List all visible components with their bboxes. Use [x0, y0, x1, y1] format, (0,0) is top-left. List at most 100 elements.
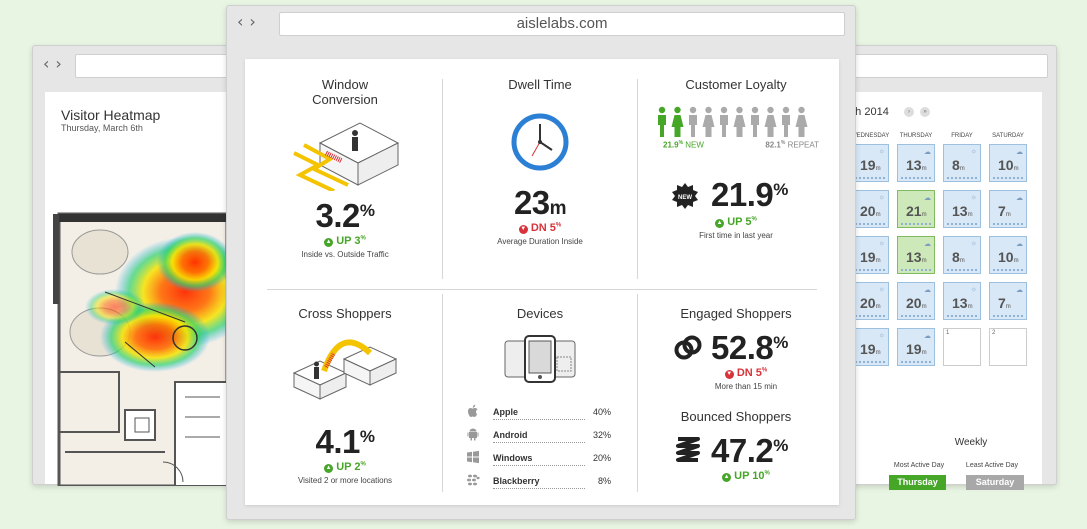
dashboard-content: Window Conversion 3.2% ▲ UP 3% Inside vs…: [245, 59, 839, 505]
day-value: 21m: [906, 203, 927, 219]
caret-down-icon: ▼: [724, 370, 734, 379]
blackberry-icon: [467, 474, 480, 486]
engaged-metric: 52.8%: [641, 329, 831, 367]
calendar-day-cell[interactable]: 19m ☁: [897, 328, 935, 366]
divider: [442, 79, 443, 279]
day-value-unit: m: [1005, 212, 1011, 218]
calendar-day-cell[interactable]: 2: [989, 328, 1027, 366]
clock-icon: [511, 113, 569, 171]
person-icon: [795, 106, 808, 137]
day-value: 7m: [998, 295, 1011, 311]
conversion-caption: Inside vs. Outside Traffic: [301, 250, 389, 259]
day-value-unit: m: [1005, 304, 1011, 310]
divider: [267, 289, 817, 290]
device-name: Blackberry: [493, 476, 540, 486]
repeat-share: 82.1% REPEAT: [765, 140, 819, 150]
person-icon: [658, 106, 666, 137]
day-value: 7m: [998, 203, 1011, 219]
weather-icon: ☼: [878, 332, 885, 339]
nav-arrows[interactable]: ‹›: [237, 12, 262, 31]
dwell-value: 23m: [513, 184, 567, 221]
weather-icon: ☼: [878, 194, 885, 201]
calendar-day-cell[interactable]: 21m ☁: [897, 190, 935, 228]
cell-footer-pattern: [947, 314, 977, 317]
prev-month-button[interactable]: ›: [904, 107, 914, 117]
device-name: Android: [493, 430, 528, 440]
divider: [442, 294, 443, 492]
most-active-badge: Thursday: [889, 475, 946, 490]
address-bar[interactable]: [854, 54, 1048, 78]
calendar-day-cell[interactable]: 19m ☼: [851, 144, 889, 182]
cell-footer-pattern: [855, 222, 885, 225]
calendar-day-cell[interactable]: 13m ☼: [943, 190, 981, 228]
loyalty-metric: NEW 21.9%: [641, 176, 831, 216]
loyalty-caption: First time in last year: [699, 231, 773, 240]
address-bar[interactable]: aislelabs.com: [279, 12, 845, 36]
calendar-day-cell[interactable]: 8m ☼: [943, 236, 981, 274]
calendar-day-cell[interactable]: 20m ☼: [851, 190, 889, 228]
caret-up-icon: ▲: [324, 238, 334, 247]
engaged-delta: ▼ DN 5%: [724, 367, 768, 379]
conversion-value: 3.2%: [315, 197, 375, 234]
weekly-title: Weekly: [954, 437, 988, 448]
day-number: 2: [992, 330, 996, 336]
cell-footer-pattern: [855, 176, 885, 179]
person-icon: [702, 106, 715, 137]
caret-up-icon: ▲: [715, 219, 725, 228]
device-name: Apple: [493, 407, 519, 417]
day-value-unit: m: [875, 350, 881, 356]
weather-icon: ☼: [878, 240, 885, 247]
divider: [637, 294, 638, 492]
person-icon: [689, 106, 697, 137]
day-value-unit: m: [875, 212, 881, 218]
weather-icon: ☁: [1016, 287, 1023, 294]
day-value: 19m: [906, 341, 927, 357]
day-value-unit: m: [1013, 258, 1019, 264]
day-value: 10m: [998, 157, 1019, 173]
loyalty-split: 21.9% NEW 82.1% REPEAT: [641, 138, 831, 152]
windows-icon: [467, 450, 479, 464]
engaged-shoppers-panel: Engaged Shoppers 52.8% ▼ DN 5% More than…: [641, 306, 831, 391]
mobile-devices-icon: [504, 335, 576, 383]
calendar-day-cell[interactable]: 13m ☁: [897, 236, 935, 274]
calendar-day-cell[interactable]: 7m ☁: [989, 190, 1027, 228]
day-value-unit: m: [875, 258, 881, 264]
day-value-unit: m: [959, 166, 965, 172]
calendar-day-cell[interactable]: 1: [943, 328, 981, 366]
day-value-unit: m: [921, 212, 927, 218]
day-value: 13m: [952, 203, 973, 219]
next-month-button[interactable]: »: [920, 107, 930, 117]
calendar-day-cell[interactable]: 8m ☼: [943, 144, 981, 182]
calendar-day-cell[interactable]: 20m ☼: [851, 282, 889, 320]
weather-icon: ☁: [1016, 195, 1023, 202]
calendar-day-cell[interactable]: 10m ☁: [989, 236, 1027, 274]
cross-delta: ▲ UP 2%: [324, 461, 366, 473]
day-value: 13m: [906, 249, 927, 265]
spring-icon: [676, 437, 700, 462]
calendar-day-cell[interactable]: 10m ☁: [989, 144, 1027, 182]
day-header-saturday: SATURDAY: [992, 133, 1024, 139]
new-share: 21.9% NEW: [663, 140, 704, 150]
calendar-day-cell[interactable]: 13m ☼: [943, 282, 981, 320]
caret-up-icon: ▲: [722, 473, 732, 482]
people-icons: [658, 106, 808, 137]
calendar-day-cell[interactable]: 19m ☼: [851, 328, 889, 366]
calendar-day-cell[interactable]: 13m ☁: [897, 144, 935, 182]
cell-footer-pattern: [901, 268, 931, 271]
cell-footer-pattern: [947, 222, 977, 225]
calendar-day-cell[interactable]: 20m ☁: [897, 282, 935, 320]
nav-arrows[interactable]: ‹›: [43, 54, 68, 73]
dwell-caption: Average Duration Inside: [497, 237, 583, 246]
day-value: 19m: [860, 157, 881, 173]
caret-up-icon: ▲: [324, 464, 334, 473]
calendar-day-cell[interactable]: 7m ☁: [989, 282, 1027, 320]
cell-footer-pattern: [901, 222, 931, 225]
day-header-wednesday: WEDNESDAY: [851, 133, 890, 139]
cross-store-icon: [292, 339, 398, 400]
day-value-unit: m: [1013, 166, 1019, 172]
calendar-month-title: rch 2014: [846, 106, 889, 118]
browser-bar: ‹› aislelabs.com: [227, 6, 855, 50]
day-value-unit: m: [875, 166, 881, 172]
calendar-day-cell[interactable]: 19m ☼: [851, 236, 889, 274]
device-pct: 32%: [592, 430, 611, 440]
